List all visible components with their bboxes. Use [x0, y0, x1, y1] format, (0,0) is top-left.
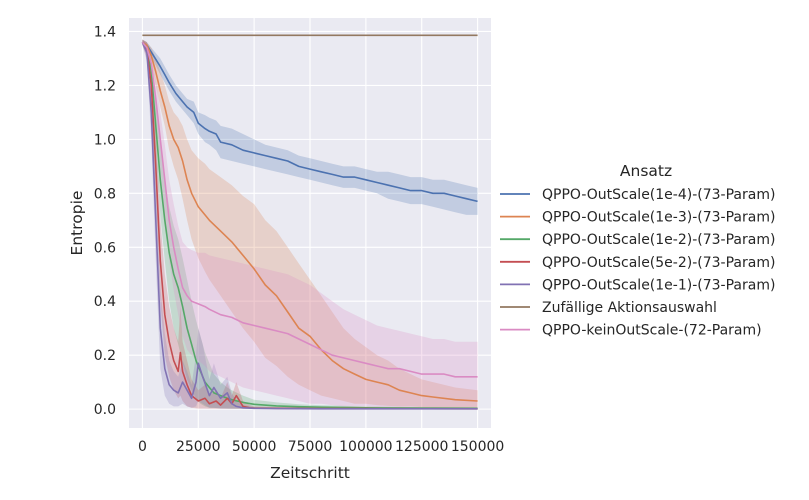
x-axis-ticks: 0 25000 50000 75000 100000 125000 150000	[138, 439, 504, 455]
y-tick-label: 0.2	[94, 348, 116, 364]
x-tick-label: 150000	[451, 439, 504, 455]
legend-items: QPPO-OutScale(1e-4)-(73-Param) QPPO-OutSc…	[500, 187, 775, 339]
legend-entry-label: QPPO-OutScale(1e-2)-(73-Param)	[542, 232, 775, 248]
x-tick-label: 0	[138, 439, 147, 455]
series-line-0	[141, 41, 478, 203]
y-tick-label: 0.4	[94, 294, 116, 310]
legend-entry-label: Zufällige Aktionsauswahl	[542, 300, 717, 316]
y-axis-label: Entropie	[68, 191, 86, 256]
series-line-1	[141, 41, 478, 402]
series-band-1	[142, 39, 478, 408]
x-tick-label: 50000	[232, 439, 277, 455]
y-axis-ticks: 0.0 0.2 0.4 0.6 0.8 1.0 1.2 1.4	[94, 24, 116, 418]
x-tick-label: 125000	[395, 439, 448, 455]
legend-entry-label: QPPO-OutScale(5e-2)-(73-Param)	[542, 255, 775, 271]
x-axis-label: Zeitschritt	[270, 464, 350, 482]
legend-title: Ansatz	[620, 162, 672, 180]
series-line-6	[141, 41, 478, 378]
y-tick-label: 1.4	[94, 24, 116, 40]
series-band-0	[142, 39, 478, 215]
legend-entry-label: QPPO-OutScale(1e-1)-(73-Param)	[542, 277, 775, 293]
y-tick-label: 0.0	[94, 402, 116, 418]
y-tick-label: 0.8	[94, 186, 116, 202]
x-tick-label: 100000	[339, 439, 392, 455]
plot-area	[129, 18, 491, 428]
series-line-4	[141, 41, 478, 410]
legend-entry-label: QPPO-keinOutScale-(72-Param)	[542, 323, 762, 339]
legend-entry-label: QPPO-OutScale(1e-4)-(73-Param)	[542, 187, 775, 203]
y-tick-label: 0.6	[94, 240, 116, 256]
legend-entry-label: QPPO-OutScale(1e-3)-(73-Param)	[542, 210, 775, 226]
legend: Ansatz QPPO-OutScale(1e-4)-(73-Param)QPP…	[500, 162, 775, 339]
y-tick-label: 1.2	[94, 78, 116, 94]
x-tick-label: 75000	[288, 439, 333, 455]
series-lines	[141, 34, 478, 410]
y-tick-label: 1.0	[94, 132, 116, 148]
series-band-3	[142, 39, 478, 409]
x-tick-label: 25000	[176, 439, 221, 455]
grid-lines	[129, 18, 491, 428]
